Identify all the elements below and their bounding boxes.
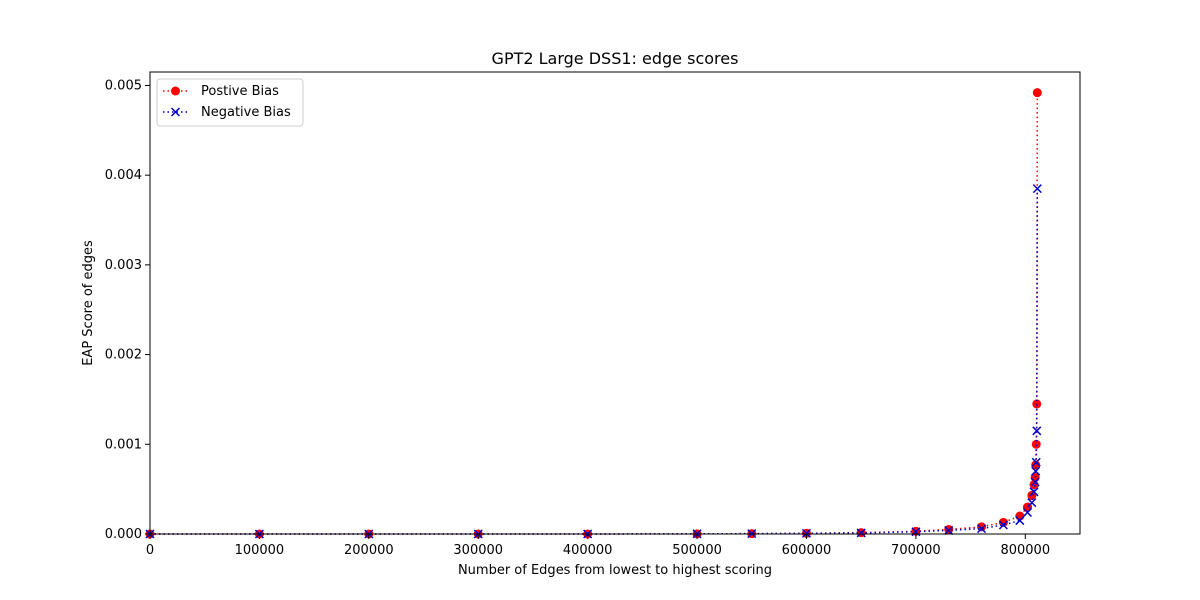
legend: Postive Bias Negative Bias <box>156 78 304 127</box>
series-0 <box>145 88 1042 539</box>
x-tick-label: 500000 <box>672 543 722 558</box>
series-point-0-13 <box>1015 511 1025 521</box>
series-point-1-8 <box>856 528 866 538</box>
y-tick-label: 0.000 <box>105 527 142 542</box>
series-point-0-18 <box>1031 460 1041 470</box>
plot-data-layer <box>145 88 1042 539</box>
x-tick-label: 0 <box>146 543 154 558</box>
x-tick-label: 700000 <box>891 543 941 558</box>
series-point-1-15 <box>1027 498 1037 508</box>
series-point-1-12 <box>998 520 1008 530</box>
series-point-0-19 <box>1031 439 1041 449</box>
legend-label-0: Postive Bias <box>201 84 279 99</box>
series-point-0-21 <box>1032 88 1042 98</box>
x-tick-label: 200000 <box>344 543 394 558</box>
series-point-1-11 <box>976 524 987 534</box>
series-point-1-21 <box>1032 184 1042 194</box>
legend-marker-1 <box>170 107 181 117</box>
series-line-1 <box>150 188 1039 535</box>
y-tick-label: 0.004 <box>105 168 142 183</box>
legend-marker-0 <box>171 86 180 96</box>
x-axis-label: Number of Edges from lowest to highest s… <box>458 563 772 578</box>
series-point-1-20 <box>1032 426 1042 436</box>
y-tick-label: 0.005 <box>105 78 142 93</box>
y-tick-label: 0.002 <box>105 348 142 363</box>
series-point-0-15 <box>1027 490 1037 500</box>
x-tick-label: 100000 <box>235 543 285 558</box>
series-point-1-19 <box>1031 457 1041 467</box>
x-tick-label: 400000 <box>563 543 613 558</box>
x-tick-label: 800000 <box>1000 543 1050 558</box>
legend-label-1: Negative Bias <box>201 105 291 120</box>
series-line-0 <box>150 92 1039 535</box>
y-axis-label: EAP Score of edges <box>81 240 96 366</box>
series-point-0-20 <box>1032 399 1042 409</box>
series-point-1-14 <box>1022 507 1033 518</box>
series-point-1-7 <box>801 528 812 538</box>
axes-layer: 0 100000 200000 300000 400000 500000 600000 700… <box>105 71 1081 558</box>
y-tick-label: 0.001 <box>105 437 142 452</box>
series-point-1-10 <box>944 525 954 535</box>
plot-frame <box>149 71 1081 535</box>
legend-box <box>156 78 304 127</box>
x-tick-label: 300000 <box>453 543 503 558</box>
x-tick-label: 600000 <box>782 543 832 558</box>
series-point-1-17 <box>1030 477 1040 487</box>
series-1 <box>145 184 1042 539</box>
chart-title: GPT2 Large DSS1: edge scores <box>492 49 739 68</box>
series-point-1-18 <box>1031 466 1041 476</box>
series-point-1-16 <box>1029 487 1039 497</box>
y-tick-label: 0.003 <box>105 258 142 273</box>
series-point-0-11 <box>977 522 987 532</box>
series-point-1-13 <box>1015 516 1025 526</box>
